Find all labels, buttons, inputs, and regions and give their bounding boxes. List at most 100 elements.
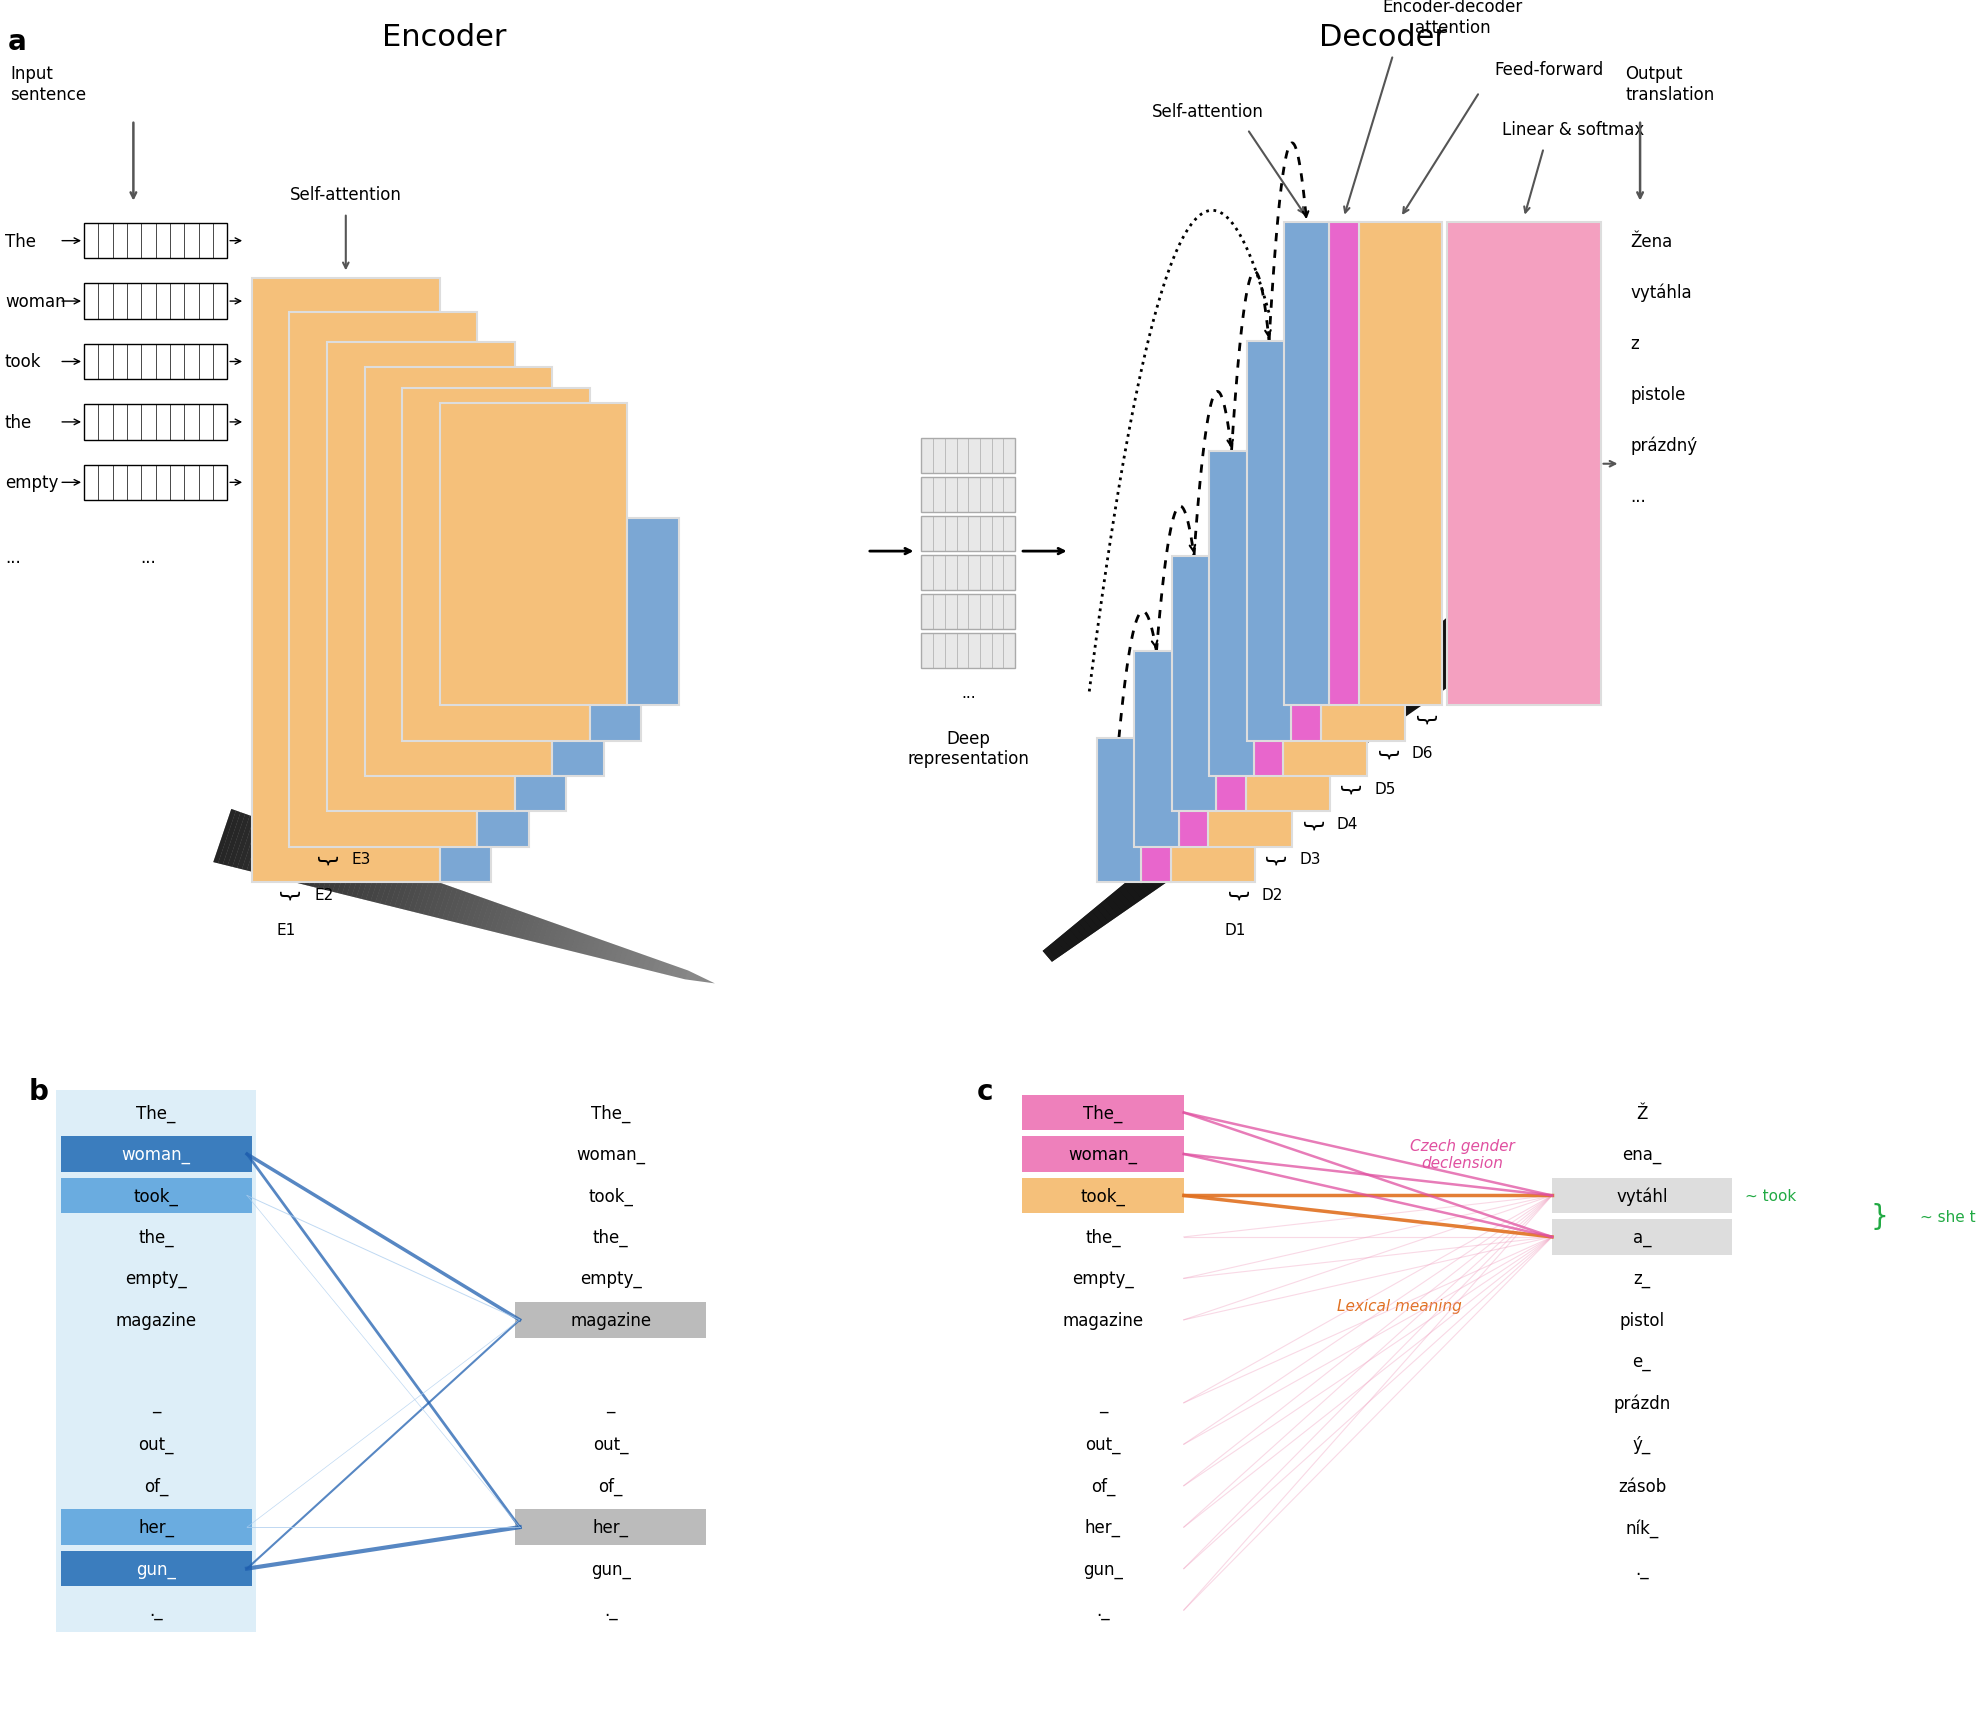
Text: magazine: magazine — [1063, 1311, 1144, 1328]
Bar — [83, 224, 227, 258]
Bar — [1328, 222, 1359, 706]
Text: Žena: Žena — [1630, 233, 1672, 250]
Text: the_: the_ — [138, 1228, 174, 1246]
Text: Decoder: Decoder — [1320, 22, 1446, 52]
Bar — [439, 405, 626, 706]
Text: }: } — [464, 713, 484, 727]
Text: empty_: empty_ — [579, 1270, 642, 1287]
Text: }: } — [427, 750, 447, 763]
Text: Input
sentence: Input sentence — [10, 65, 87, 103]
Text: }: } — [1413, 713, 1433, 727]
Text: took_: took_ — [589, 1187, 632, 1204]
Text: The_: The_ — [591, 1104, 630, 1122]
Text: out_: out_ — [1085, 1435, 1120, 1454]
Bar — [1134, 651, 1178, 848]
Bar — [55, 1091, 257, 1632]
Text: _: _ — [607, 1394, 615, 1411]
Text: out_: out_ — [593, 1435, 628, 1454]
Bar — [439, 508, 490, 882]
Text: woman: woman — [4, 293, 65, 310]
Text: D1: D1 — [1225, 922, 1245, 937]
Text: b: b — [30, 1079, 49, 1106]
Text: gun_: gun_ — [591, 1559, 630, 1578]
Bar — [1253, 451, 1284, 777]
Text: E5: E5 — [427, 781, 447, 796]
Bar — [626, 519, 678, 706]
Bar — [1209, 451, 1253, 777]
Bar — [1551, 1179, 1731, 1213]
Text: prázdn: prázdn — [1612, 1394, 1670, 1413]
Text: The: The — [4, 233, 36, 250]
Bar — [1022, 1096, 1184, 1130]
Bar — [1284, 451, 1367, 777]
Text: ...: ... — [960, 686, 976, 701]
Text: her_: her_ — [1085, 1518, 1120, 1537]
Text: gun_: gun_ — [1083, 1559, 1122, 1578]
Bar — [1245, 557, 1330, 812]
Text: Feed-forward: Feed-forward — [1494, 60, 1603, 79]
Text: magazine: magazine — [115, 1311, 198, 1328]
Text: the: the — [4, 414, 32, 432]
Text: her_: her_ — [138, 1518, 174, 1537]
Bar — [1290, 341, 1320, 741]
Text: }: } — [352, 820, 371, 834]
Text: Self-attention: Self-attention — [290, 186, 401, 205]
Bar — [921, 634, 1016, 669]
Text: }: } — [389, 784, 409, 798]
Text: ník_: ník_ — [1624, 1518, 1658, 1537]
Text: vytáhla: vytáhla — [1630, 283, 1691, 302]
Text: The_: The_ — [136, 1104, 176, 1122]
Text: }: } — [277, 889, 296, 905]
Text: E1: E1 — [277, 922, 296, 937]
Text: D2: D2 — [1263, 887, 1282, 903]
Text: The_: The_ — [1083, 1104, 1122, 1122]
Text: took_: took_ — [134, 1187, 178, 1204]
Text: prázdný: prázdný — [1630, 436, 1697, 455]
Text: her_: her_ — [593, 1518, 628, 1537]
Text: z: z — [1630, 334, 1638, 353]
Bar — [921, 517, 1016, 551]
Bar — [921, 477, 1016, 513]
Text: }: } — [1871, 1203, 1889, 1230]
Text: a: a — [8, 28, 26, 55]
Text: woman_: woman_ — [577, 1146, 644, 1163]
Text: Self-attention: Self-attention — [1152, 103, 1265, 121]
Text: Ž: Ž — [1636, 1104, 1648, 1122]
Bar — [403, 388, 589, 741]
Text: vytáhl: vytáhl — [1616, 1187, 1668, 1204]
Text: ._: ._ — [1634, 1559, 1648, 1578]
Bar — [516, 1303, 705, 1339]
Bar — [1320, 341, 1405, 741]
Bar — [1247, 341, 1290, 741]
Text: ._: ._ — [605, 1601, 617, 1620]
Text: Encoder-decoder
attention: Encoder-decoder attention — [1383, 0, 1522, 38]
Text: empty: empty — [4, 474, 59, 493]
Text: Linear & softmax: Linear & softmax — [1502, 121, 1644, 140]
Bar — [516, 1509, 705, 1546]
Bar — [1170, 739, 1255, 882]
Text: of_: of_ — [1091, 1477, 1114, 1496]
Text: Output
translation: Output translation — [1624, 65, 1715, 103]
Text: zásob: zásob — [1618, 1477, 1666, 1496]
Text: out_: out_ — [138, 1435, 174, 1454]
Bar — [1207, 651, 1292, 848]
Text: ...: ... — [140, 548, 156, 567]
Text: pistol: pistol — [1618, 1311, 1664, 1328]
Bar — [61, 1509, 251, 1546]
Bar — [83, 465, 227, 501]
Bar — [364, 367, 551, 777]
Text: the_: the_ — [1085, 1228, 1120, 1246]
Text: magazine: magazine — [569, 1311, 652, 1328]
Text: of_: of_ — [599, 1477, 622, 1496]
Bar — [61, 1551, 251, 1587]
Text: empty_: empty_ — [124, 1270, 188, 1287]
Bar — [251, 279, 439, 882]
Text: took_: took_ — [1081, 1187, 1126, 1204]
Text: _: _ — [152, 1394, 160, 1411]
Text: ...: ... — [1630, 488, 1646, 507]
Bar — [589, 522, 640, 741]
Text: E6: E6 — [464, 746, 484, 762]
Text: }: } — [1263, 855, 1282, 868]
Bar — [83, 345, 227, 381]
Bar — [1140, 739, 1170, 882]
